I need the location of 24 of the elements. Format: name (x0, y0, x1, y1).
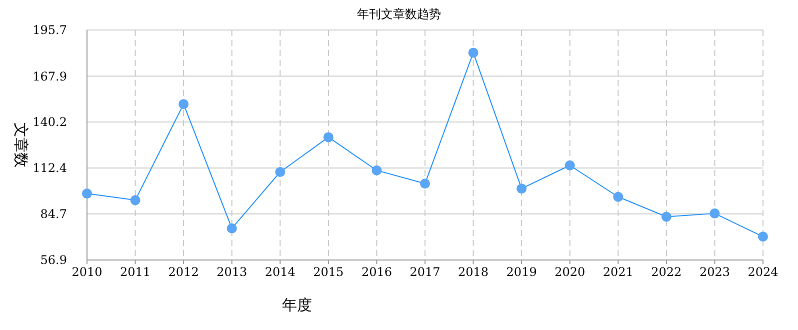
x-tick-label: 2024 (748, 265, 779, 279)
x-tick-label: 2013 (216, 265, 248, 279)
x-tick-label: 2012 (168, 265, 199, 279)
x-axis-title: 年度 (282, 296, 312, 314)
x-tick-label: 2021 (602, 265, 634, 279)
x-tick-label: 2022 (651, 265, 682, 279)
x-tick-label: 2010 (72, 265, 102, 279)
y-tick-label: 56.9 (40, 253, 67, 268)
x-tick-label: 2020 (554, 265, 586, 279)
x-tick-label: 2018 (458, 265, 489, 279)
y-tick-label: 112.4 (32, 161, 68, 176)
y-tick-label: 167.9 (32, 69, 67, 84)
y-tick-label: 84.7 (40, 207, 67, 222)
x-tick-label: 2014 (264, 265, 296, 279)
x-tick-label: 2019 (506, 265, 537, 279)
y-tick-label: 195.7 (32, 23, 67, 38)
chart-title: 年刊文章数趋势 (357, 7, 441, 21)
y-axis-title: 文章数 (12, 122, 30, 168)
x-tick-label: 2016 (361, 265, 392, 279)
x-tick-label: 2017 (410, 265, 440, 279)
y-tick-label: 140.2 (32, 115, 67, 130)
x-tick-label: 2015 (313, 265, 344, 279)
x-tick-label: 2011 (120, 265, 151, 279)
x-tick-label: 2023 (699, 265, 730, 279)
